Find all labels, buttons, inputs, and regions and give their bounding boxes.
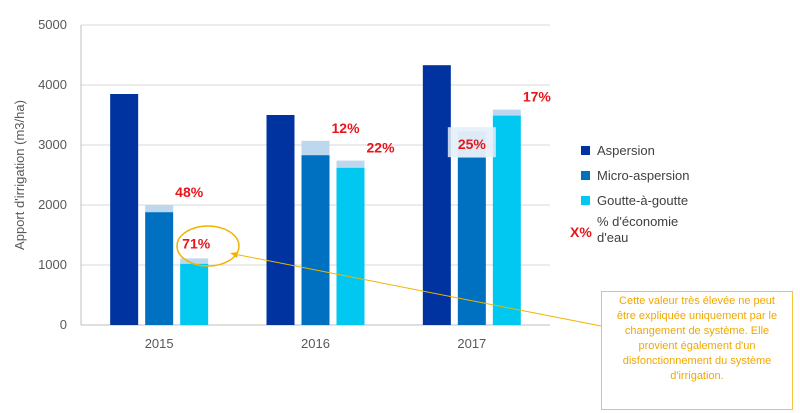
annotation-box: Cette valeur très élevée ne peut être ex… [601,291,793,410]
legend-marker-savings: X% [570,224,592,240]
x-axis-ticks: 2015 2016 2017 [145,336,487,351]
legend-item-goutte-a-goutte: Goutte-à-goutte [570,188,770,213]
savings-label-1-1: 12% [332,120,361,136]
bar-2-2 [492,115,521,325]
bar-0-2 [422,65,451,325]
bar-savings-1-1 [301,140,330,156]
legend-swatch-goutte-a-goutte [581,196,590,205]
savings-label-2-1: 22% [367,140,396,156]
bars [110,65,521,325]
savings-label-2-2: 17% [523,89,552,105]
bar-savings-1-0 [145,205,174,213]
bar-2-1 [336,167,365,325]
x-tick-label: 2017 [457,336,486,351]
y-axis-ticks: 0 1000 2000 3000 4000 5000 [38,17,67,332]
highlight-ellipse [176,225,240,267]
savings-label-2-0: 71% [182,235,211,251]
callout-arrowhead [230,252,238,258]
legend-label-goutte-a-goutte: Goutte-à-goutte [597,193,689,208]
legend-label-aspersion: Aspersion [597,143,655,158]
callout [176,225,602,327]
savings-label-1-0: 48% [175,184,204,200]
bar-0-1 [266,115,295,325]
legend: Aspersion Micro-aspersion Goutte-à-goutt… [570,138,770,254]
savings-label-bg [447,127,496,158]
bar-1-1 [301,155,330,325]
y-tick-label: 1000 [38,257,67,272]
legend-swatch-aspersion [581,146,590,155]
bar-savings-2-1 [336,160,365,168]
legend-item-savings: X% % d'économie d'eau [570,214,770,254]
callout-line [233,253,602,327]
savings-label-1-2: 25% [458,136,487,152]
bar-0-0 [110,94,139,325]
y-axis-title: Apport d'irrigation (m3/ha) [12,100,27,250]
bar-2-0 [180,263,209,325]
legend-label-savings: % d'économie d'eau [597,214,679,245]
y-tick-label: 4000 [38,77,67,92]
bar-savings-2-0 [180,258,209,264]
legend-item-aspersion: Aspersion [570,138,770,163]
x-tick-label: 2016 [301,336,330,351]
legend-label-micro-aspersion: Micro-aspersion [597,168,690,183]
y-tick-label: 2000 [38,197,67,212]
y-tick-label: 5000 [38,17,67,32]
savings-labels: 48% 71% 12% 22% 25% 17% [175,89,551,252]
x-tick-label: 2015 [145,336,174,351]
y-tick-label: 0 [60,317,67,332]
bar-savings-2-2 [492,109,521,116]
bar-1-0 [145,212,174,325]
y-tick-label: 3000 [38,137,67,152]
legend-swatch-micro-aspersion [581,171,590,180]
legend-item-micro-aspersion: Micro-aspersion [570,163,770,188]
bar-1-2 [457,157,486,325]
